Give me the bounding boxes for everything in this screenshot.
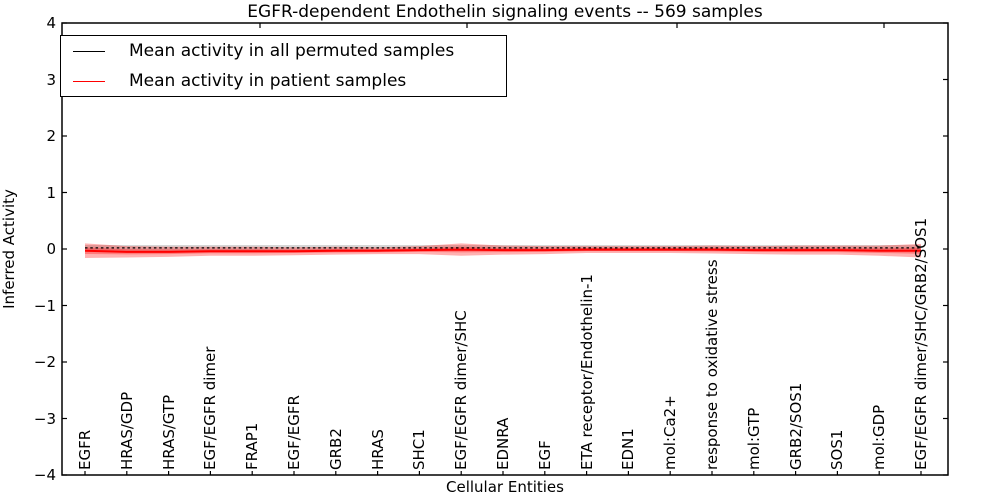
x-tick-label: mol:Ca2+ [661, 395, 680, 470]
x-tick-label: EGFR [76, 429, 94, 470]
y-tick-label: −2 [33, 353, 56, 371]
x-tick-label: EGF/EGFR dimer/SHC [452, 310, 471, 470]
y-axis-label: Inferred Activity [0, 189, 19, 309]
legend-row-patient: Mean activity in patient samples [61, 71, 506, 91]
x-tick-label: response to oxidative stress [703, 259, 721, 470]
x-tick-label: SHC1 [410, 429, 429, 470]
x-tick-label: HRAS [368, 429, 387, 470]
x-tick-label: FRAP1 [243, 422, 262, 470]
y-tick-label: −3 [33, 409, 56, 428]
y-tick-label: −1 [33, 296, 56, 315]
x-tick-label: GRB2 [326, 428, 345, 470]
x-tick-label: mol:GDP [870, 404, 889, 470]
x-tick-label: ETA receptor/Endothelin-1 [577, 274, 596, 470]
x-tick-label: EGF/EGFR dimer/SHC/GRB2/SOS1 [912, 217, 930, 470]
x-tick-label: EGF/EGFR dimer [201, 346, 220, 470]
x-tick-label: EDNRA [494, 417, 512, 470]
x-tick-label: EGF [535, 440, 554, 470]
x-tick-label: EDN1 [619, 428, 638, 470]
y-tick-label: 1 [46, 183, 56, 202]
y-tick-label: 0 [46, 240, 56, 258]
legend-label-patient: Mean activity in patient samples [129, 71, 407, 91]
patient-mean-line [84, 248, 921, 253]
x-tick-label: EGF/EGFR [285, 395, 303, 470]
y-tick-label: 3 [46, 70, 56, 89]
y-tick-label: 2 [46, 127, 56, 145]
x-tick-label: mol:GTP [744, 407, 763, 470]
legend-label-permuted: Mean activity in all permuted samples [129, 41, 455, 61]
patient-line-sample-icon [73, 80, 105, 82]
x-tick-label: GRB2/SOS1 [786, 382, 805, 470]
y-tick-label: 4 [46, 14, 56, 32]
y-tick-label: −4 [33, 466, 56, 484]
permuted-line-sample-icon [73, 50, 105, 52]
legend: Mean activity in all permuted samples Me… [60, 35, 507, 97]
x-tick-label: HRAS/GTP [159, 394, 178, 470]
x-axis-label: Cellular Entities [446, 478, 564, 496]
legend-row-permuted: Mean activity in all permuted samples [61, 41, 506, 61]
x-tick-label: SOS1 [828, 429, 847, 470]
y-axis-label-wrap: Inferred Activity [0, 23, 18, 475]
chart-title: EGFR-dependent Endothelin signaling even… [247, 2, 763, 22]
x-tick-label: HRAS/GDP [117, 391, 136, 470]
